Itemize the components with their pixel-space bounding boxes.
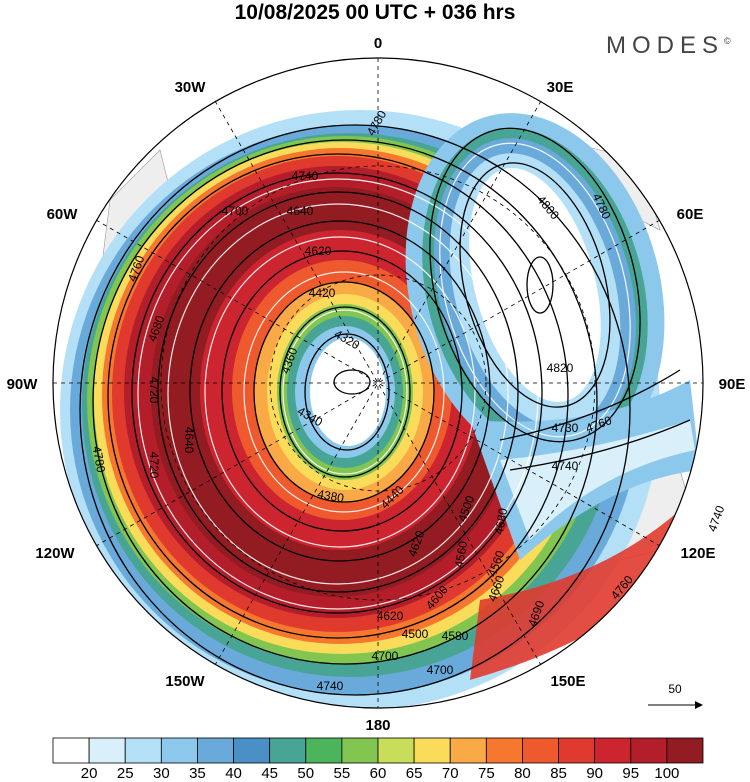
colorbar-label: 90: [586, 765, 603, 782]
colorbar-box: [124, 737, 162, 764]
contour-label: 4740: [317, 679, 344, 693]
contour-label: 4740: [705, 503, 727, 533]
lon-label-90w: 90W: [7, 376, 39, 393]
contour-label: 4620: [377, 609, 404, 623]
colorbar-label: 85: [550, 765, 567, 782]
lon-label-90e: 90E: [719, 376, 746, 393]
contour-label: 4640: [182, 427, 196, 454]
colorbar-label: 40: [225, 765, 242, 782]
wind-speed-shading: [53, 58, 703, 708]
colorbar-label: 55: [333, 765, 351, 782]
colorbar-label: 65: [405, 765, 423, 782]
colorbar-box: [666, 737, 704, 764]
colorbar-label: 30: [152, 765, 170, 782]
wind-streamlines: [137, 142, 631, 610]
colorbar-box: [233, 737, 271, 764]
lon-label-30e: 30E: [547, 79, 574, 96]
colorbar-label: 70: [441, 765, 459, 782]
colorbar-box: [558, 737, 596, 764]
colorbar-box: [269, 737, 307, 764]
colorbar-box: [522, 737, 559, 764]
height-contours: [79, 124, 691, 696]
colorbar-label: 20: [80, 765, 98, 782]
lon-label-120w: 120W: [35, 545, 75, 562]
colorbar-label: 50: [297, 765, 315, 782]
contour-label: 4380: [316, 487, 345, 505]
contour-label: 4580: [442, 629, 469, 643]
logo-text: MODES: [606, 32, 725, 59]
contour-label: 4700: [372, 649, 399, 663]
contour-label: 4740: [292, 169, 319, 183]
colorbar-box: [594, 737, 632, 764]
colorbar-label: 80: [514, 765, 531, 782]
contour-label: 4420: [309, 286, 336, 300]
colorbar-box: [305, 737, 343, 764]
contour-label: 4700: [427, 663, 454, 677]
contour-label: 4700: [222, 204, 249, 218]
lon-label-150w: 150W: [165, 673, 205, 690]
contour-label: 4640: [287, 204, 314, 218]
longitude-labels: 0 30E 60E 90E 120E 150E 180 150W 120W 90…: [7, 35, 746, 734]
contour-label: 4680: [492, 507, 510, 536]
contour-label: 4500: [402, 627, 429, 641]
colorbar-label: 100: [654, 765, 680, 782]
colorbar: [52, 737, 704, 764]
lon-label-120e: 120E: [680, 545, 715, 562]
colorbar-box: [377, 737, 415, 764]
map-title: 10/08/2025 00 UTC + 036 hrs: [234, 1, 516, 24]
contour-label: 4730: [552, 421, 579, 435]
colorbar-box: [341, 737, 379, 764]
map-boundary: [52, 57, 704, 709]
contour-label: 4780: [90, 445, 108, 474]
contour-label: 4620: [305, 244, 332, 258]
colorbar-box: [197, 737, 234, 764]
lon-label-0: 0: [374, 35, 382, 52]
colorbar-label: 25: [116, 765, 134, 782]
colorbar-label: 35: [189, 765, 206, 782]
lon-label-30w: 30W: [175, 79, 207, 96]
contour-label: 4560: [452, 540, 470, 569]
colorbar-box: [52, 737, 90, 764]
colorbar-box: [413, 737, 451, 764]
colorbar-label: 75: [477, 765, 495, 782]
colorbar-box: [485, 737, 523, 764]
contour-label: 4720: [147, 377, 161, 404]
contour-label: 4820: [547, 361, 574, 375]
modes-logo: MODES©: [606, 32, 731, 60]
lon-label-180: 180: [365, 717, 390, 734]
contour-label: 4740: [552, 459, 579, 473]
lon-label-150e: 150E: [550, 673, 585, 690]
colorbar-box: [88, 737, 126, 764]
lat-lon-grid: [53, 58, 703, 708]
logo-mark: ©: [724, 36, 731, 46]
colorbar-label: 45: [261, 765, 278, 782]
colorbar-label: 60: [369, 765, 387, 782]
lon-label-60e: 60E: [677, 206, 704, 223]
vector-reference-label: 50: [668, 682, 682, 696]
lon-label-60w: 60W: [47, 206, 79, 223]
contour-label: 4720: [147, 452, 161, 479]
colorbar-label: 95: [622, 765, 640, 782]
colorbar-box: [630, 737, 668, 764]
colorbar-box: [449, 737, 487, 764]
colorbar-box: [160, 737, 198, 764]
